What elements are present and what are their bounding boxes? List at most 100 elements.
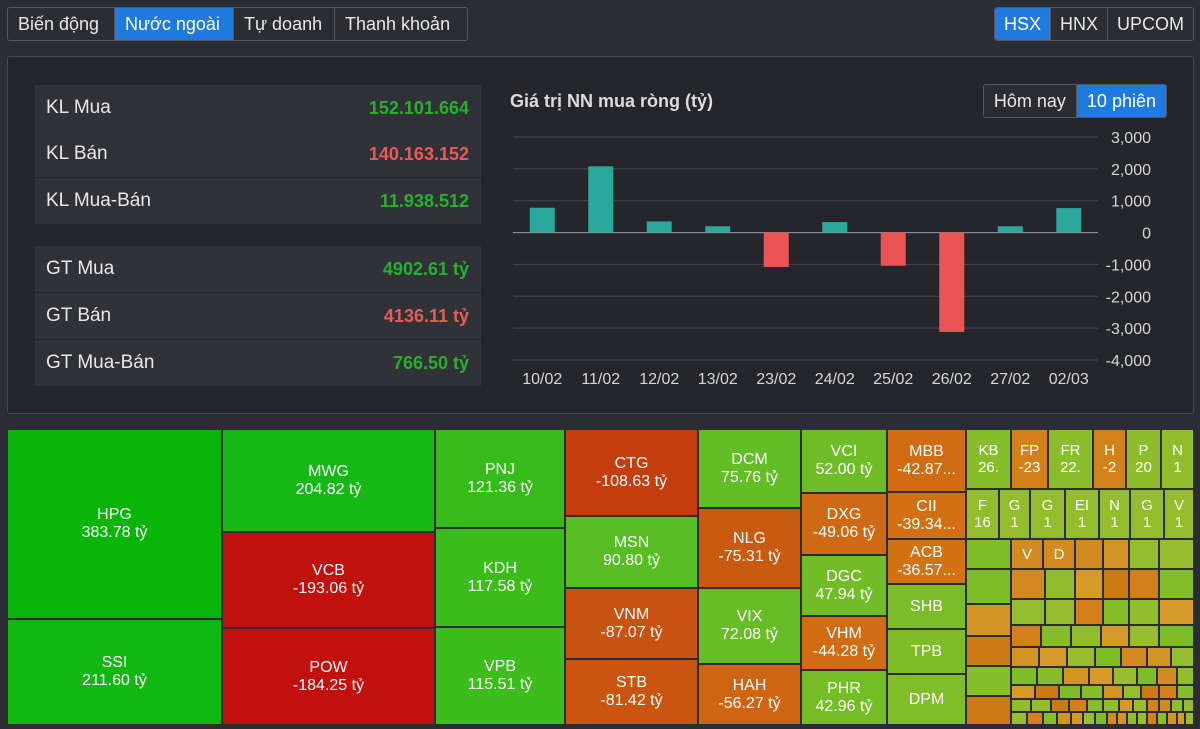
treemap-cell-small[interactable] (1177, 712, 1185, 725)
treemap-cell-small[interactable] (1133, 699, 1147, 712)
treemap-cell[interactable]: PHR 42.96 tỷ (801, 670, 887, 725)
treemap-cell-small[interactable] (1103, 685, 1123, 699)
treemap-cell-small[interactable] (1071, 625, 1101, 647)
treemap-cell[interactable]: VHM -44.28 tỷ (801, 616, 887, 670)
treemap-cell[interactable]: HAH -56.27 tỷ (698, 664, 801, 725)
treemap-cell[interactable]: CTG -108.63 tỷ (565, 429, 698, 516)
treemap-cell-small[interactable] (1089, 667, 1113, 685)
treemap-cell-small[interactable] (1141, 685, 1159, 699)
treemap-cell-small[interactable] (1011, 685, 1035, 699)
treemap-cell-small[interactable] (1083, 712, 1095, 725)
treemap-cell-small[interactable] (1071, 712, 1083, 725)
treemap-cell[interactable]: DCM 75.76 tỷ (698, 429, 801, 508)
treemap-cell-small[interactable] (1043, 712, 1057, 725)
treemap-cell[interactable]: EI 1 (1065, 489, 1099, 539)
treemap-cell-small[interactable] (1147, 699, 1159, 712)
exchange-tab-hsx[interactable]: HSX (994, 8, 1051, 40)
treemap-cell-small[interactable] (1075, 569, 1103, 599)
treemap-cell-small[interactable] (1059, 685, 1081, 699)
treemap-cell-small[interactable] (1127, 712, 1137, 725)
treemap-cell-small[interactable] (1103, 599, 1129, 625)
treemap-cell-small[interactable] (966, 666, 1011, 696)
treemap-cell-small[interactable] (1069, 699, 1087, 712)
treemap-cell-small[interactable] (1087, 699, 1103, 712)
treemap-cell-small[interactable] (966, 569, 1011, 604)
treemap-cell-small[interactable] (1011, 599, 1045, 625)
treemap-cell[interactable]: D (1043, 539, 1075, 569)
treemap-cell-small[interactable] (1037, 667, 1063, 685)
treemap-cell-small[interactable] (1147, 647, 1171, 667)
treemap-cell[interactable]: NLG -75.31 tỷ (698, 508, 801, 588)
treemap-cell[interactable]: MSN 90.80 tỷ (565, 516, 698, 588)
treemap-cell-small[interactable] (1051, 699, 1069, 712)
treemap-cell-small[interactable] (1011, 647, 1039, 667)
treemap-cell-small[interactable] (1157, 667, 1177, 685)
treemap-cell[interactable]: ACB -36.57... (887, 539, 966, 584)
treemap-cell[interactable]: P 20 (1126, 429, 1161, 489)
treemap-cell-small[interactable] (1129, 539, 1159, 569)
treemap-cell-small[interactable] (1159, 699, 1171, 712)
treemap-cell[interactable]: VIX 72.08 tỷ (698, 588, 801, 664)
treemap-cell[interactable]: DXG -49.06 tỷ (801, 493, 887, 555)
treemap-cell-small[interactable] (1041, 625, 1071, 647)
treemap-cell[interactable]: MWG 204.82 tỷ (222, 429, 435, 532)
treemap-cell-small[interactable] (1159, 539, 1194, 569)
treemap-cell-small[interactable] (1027, 712, 1043, 725)
treemap-cell[interactable]: H -2 (1093, 429, 1126, 489)
treemap-cell-small[interactable] (1167, 712, 1177, 725)
treemap-cell[interactable]: MBB -42.87... (887, 429, 966, 492)
treemap-cell-small[interactable] (1171, 699, 1183, 712)
treemap-cell-small[interactable] (1075, 539, 1103, 569)
treemap-cell[interactable]: DPM (887, 674, 966, 725)
treemap-cell-small[interactable] (1081, 685, 1103, 699)
treemap-cell-small[interactable] (1183, 699, 1194, 712)
treemap-cell-small[interactable] (1171, 647, 1194, 667)
treemap-cell-small[interactable] (1063, 667, 1089, 685)
treemap-cell[interactable]: VCB -193.06 tỷ (222, 532, 435, 628)
treemap-cell-small[interactable] (1137, 712, 1147, 725)
treemap-cell[interactable]: SHB (887, 584, 966, 629)
treemap-cell-small[interactable] (966, 696, 1011, 725)
tab-thanh-khoan[interactable]: Thanh khoản (335, 8, 467, 40)
treemap-cell-small[interactable] (1177, 667, 1194, 685)
exchange-tab-upcom[interactable]: UPCOM (1108, 8, 1193, 40)
treemap-cell-small[interactable] (1011, 569, 1045, 599)
treemap-cell-small[interactable] (1095, 712, 1107, 725)
treemap-cell-small[interactable] (1159, 625, 1194, 647)
treemap-cell-small[interactable] (1045, 569, 1075, 599)
treemap-cell[interactable]: CII -39.34... (887, 492, 966, 539)
treemap-cell[interactable]: KB 26. (966, 429, 1011, 489)
treemap-cell-small[interactable] (1103, 699, 1119, 712)
treemap-cell-small[interactable] (1035, 685, 1059, 699)
treemap-cell-small[interactable] (1039, 647, 1067, 667)
treemap-cell[interactable]: V (1011, 539, 1043, 569)
treemap-cell[interactable]: SSI 211.60 tỷ (7, 619, 222, 725)
treemap-cell-small[interactable] (1137, 667, 1157, 685)
treemap-cell-small[interactable] (1147, 712, 1157, 725)
treemap-cell-small[interactable] (1129, 625, 1159, 647)
treemap-cell[interactable]: HPG 383.78 tỷ (7, 429, 222, 619)
treemap-cell-small[interactable] (1095, 647, 1121, 667)
treemap-cell[interactable]: VPB 115.51 tỷ (435, 627, 565, 725)
treemap-cell-small[interactable] (1075, 599, 1103, 625)
treemap-cell-small[interactable] (1045, 599, 1075, 625)
treemap-cell[interactable]: FP -23 (1011, 429, 1048, 489)
treemap-cell-small[interactable] (1121, 647, 1147, 667)
treemap-cell-small[interactable] (1159, 569, 1194, 599)
treemap-cell[interactable]: VCI 52.00 tỷ (801, 429, 887, 493)
treemap-cell-small[interactable] (1117, 712, 1127, 725)
treemap-cell-small[interactable] (1129, 599, 1159, 625)
treemap-cell-small[interactable] (1157, 712, 1167, 725)
treemap-cell-small[interactable] (1119, 699, 1133, 712)
treemap-cell-small[interactable] (1113, 667, 1137, 685)
exchange-tab-hnx[interactable]: HNX (1050, 8, 1108, 40)
treemap-cell[interactable]: KDH 117.58 tỷ (435, 528, 565, 627)
treemap-cell-small[interactable] (1011, 699, 1031, 712)
treemap-cell-small[interactable] (966, 539, 1011, 569)
treemap-cell[interactable]: DGC 47.94 tỷ (801, 555, 887, 616)
treemap-cell-small[interactable] (966, 636, 1011, 666)
